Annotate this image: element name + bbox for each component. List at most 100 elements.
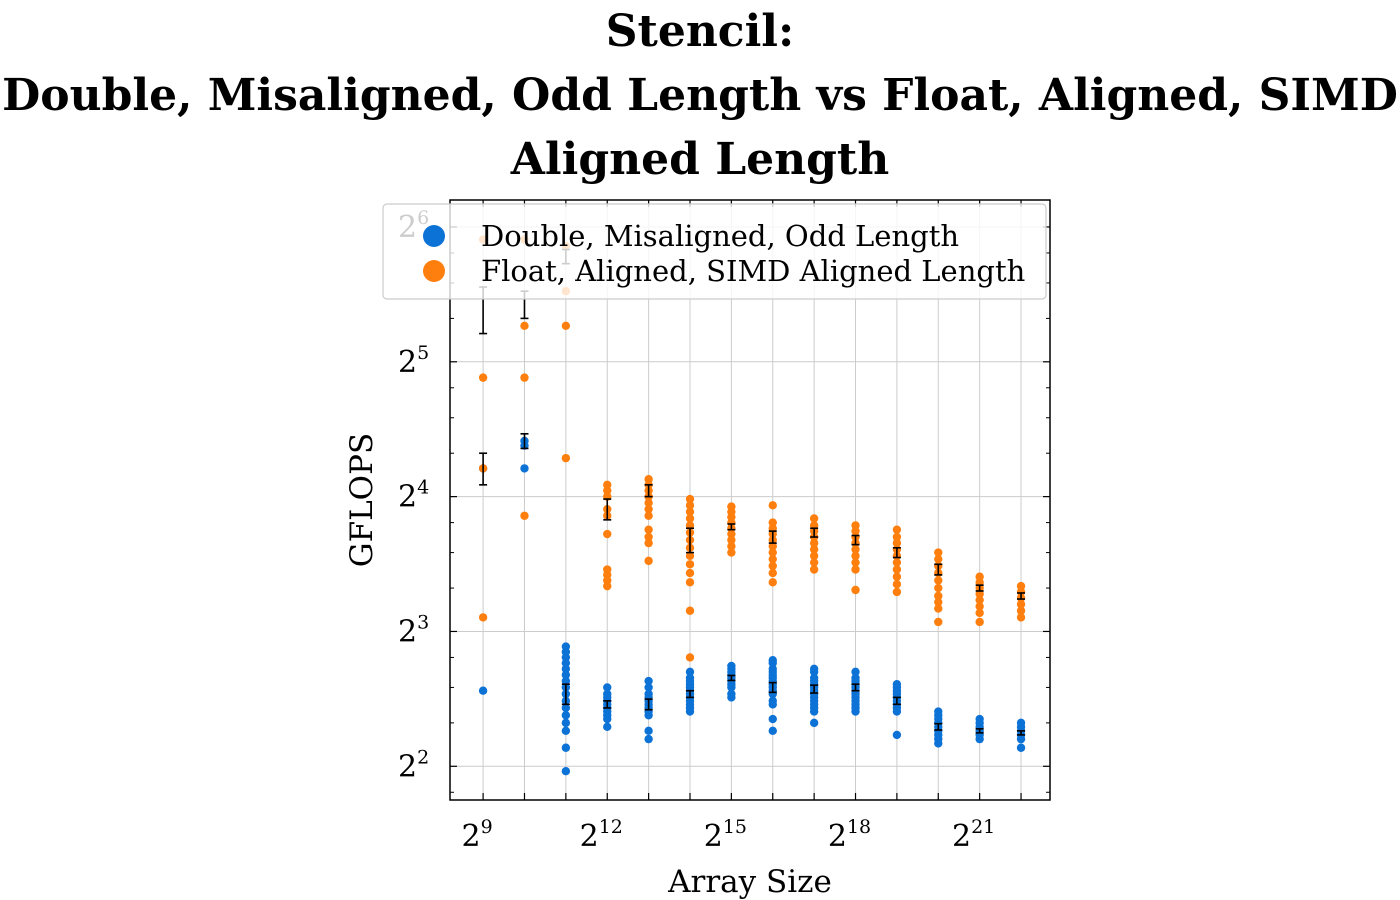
data-point [603,722,612,732]
data-series [478,235,1026,776]
data-point [478,613,488,622]
data-point [603,529,612,539]
data-point [561,711,571,720]
data-point [478,686,488,695]
y-axis-label: GFLOPS [344,433,380,567]
data-point [644,532,653,542]
data-point [644,676,653,686]
data-point [934,583,943,593]
data-point [809,565,819,574]
data-point [727,689,736,699]
legend: Double, Misaligned, Odd Length Float, Al… [382,203,1047,300]
data-point [603,480,612,490]
data-point [561,321,571,331]
data-point [685,606,695,615]
data-point [975,608,984,618]
data-point [644,726,653,736]
legend-marker-double [423,225,445,247]
data-point [851,565,860,574]
data-point [975,572,984,581]
chart-title-line-1: Stencil: [605,6,795,57]
data-point [851,585,860,595]
data-point [1016,600,1026,609]
series-0 [478,436,1026,776]
data-point [603,565,612,574]
data-point [561,718,571,728]
x-tick-label: 218 [828,816,871,854]
data-point [520,321,529,331]
data-point [768,664,777,674]
legend-marker-float [423,260,445,282]
data-point [561,642,571,651]
legend-box [382,203,1047,300]
data-point [1016,613,1026,622]
data-point [520,373,529,382]
data-point [727,661,736,671]
data-point [768,548,777,557]
data-point [892,587,902,597]
data-point [809,538,819,548]
x-tick-label: 29 [462,816,493,854]
data-point [975,714,984,724]
data-point [1016,587,1026,597]
data-point [809,545,819,554]
data-point [561,703,571,713]
data-point [1016,743,1026,752]
chart-title: Stencil: Double, Misaligned, Odd Length … [0,0,1400,192]
data-point [644,525,653,534]
x-tick-label: 215 [704,816,747,854]
data-point [809,673,819,683]
data-point [603,486,612,495]
data-point [892,525,902,534]
data-point [934,617,943,627]
data-point [975,589,984,599]
data-point [851,558,860,567]
data-point [1016,606,1026,615]
data-point [685,507,695,516]
x-tick-label: 212 [580,816,623,854]
data-point [727,548,736,557]
data-point [727,502,736,511]
data-point [892,558,902,567]
data-point [809,718,819,728]
data-point [768,554,777,564]
data-point [561,664,571,674]
data-point [934,554,943,564]
data-point [727,535,736,545]
data-point [1016,581,1026,591]
data-point [644,683,653,692]
data-point [892,680,902,689]
data-point [561,767,571,776]
data-point [561,676,571,686]
data-point [478,373,488,382]
data-point [685,514,695,523]
data-point [892,730,902,740]
chart-title-line-3: Aligned Length [510,134,890,185]
data-point [934,597,943,607]
series-1 [478,235,1026,662]
data-point [768,568,777,578]
data-point [768,656,777,665]
data-point [809,664,819,674]
data-point [561,453,571,463]
data-point [975,602,984,611]
data-point [561,670,571,680]
data-point [892,572,902,581]
data-point [768,578,777,587]
y-tick-label: 24 [398,477,429,515]
data-point [892,532,902,542]
y-tick-label: 23 [398,611,429,649]
x-axis-label: Array Size [667,864,832,900]
data-point [934,707,943,716]
data-point [520,464,529,473]
chart-title-line-2: Double, Misaligned, Odd Length vs Float,… [2,70,1398,121]
data-point [975,617,984,627]
data-point [768,561,777,571]
data-point [685,568,695,578]
data-point [809,558,819,567]
data-point [851,551,860,561]
data-point [644,689,653,699]
data-point [768,726,777,736]
data-point [727,542,736,551]
